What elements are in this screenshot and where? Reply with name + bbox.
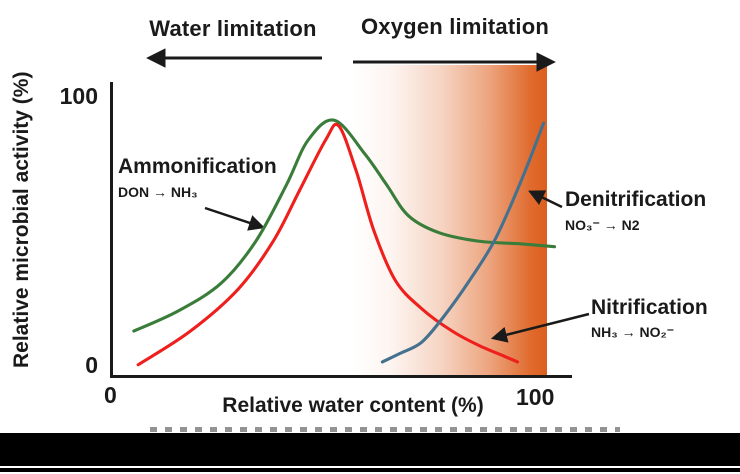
x-axis-line (110, 375, 572, 378)
x-tick-100: 100 (516, 384, 555, 410)
cropped-caption-remnant (150, 427, 620, 432)
x-tick-0: 0 (104, 382, 117, 408)
y-axis-title: Relative microbial activity (%) (10, 71, 33, 369)
y-axis-line (110, 82, 113, 378)
oxygen-limitation-label: Oxygen limitation (361, 14, 549, 39)
data-curves (132, 118, 557, 367)
denitrification-label: Denitrification (565, 188, 707, 211)
bottom-border-line (0, 468, 740, 472)
redaction-bar (0, 433, 740, 466)
nitrification-label: Nitrification (591, 296, 708, 319)
curve-denitrification (380, 121, 546, 364)
ammonification-pointer-arrow (204, 206, 266, 231)
nitrification-formula: NH₃ → NO₂⁻ (591, 324, 675, 340)
y-tick-100: 100 (59, 83, 98, 109)
curve-ammonification (132, 118, 557, 333)
denitrification-pointer-arrow (528, 190, 563, 209)
oxygen-limitation-gradient-region (353, 65, 547, 375)
y-tick-0: 0 (85, 352, 98, 378)
nitrification-pointer-arrow (490, 312, 590, 343)
ammonification-label: Ammonification (118, 155, 277, 178)
water-limitation-label: Water limitation (149, 16, 317, 41)
curve-nitrification (136, 122, 520, 367)
denitrification-formula: NO₃⁻ → N2 (565, 217, 640, 233)
x-axis-title: Relative water content (%) (222, 394, 484, 417)
ammonification-formula: DON → NH₃ (118, 184, 198, 200)
